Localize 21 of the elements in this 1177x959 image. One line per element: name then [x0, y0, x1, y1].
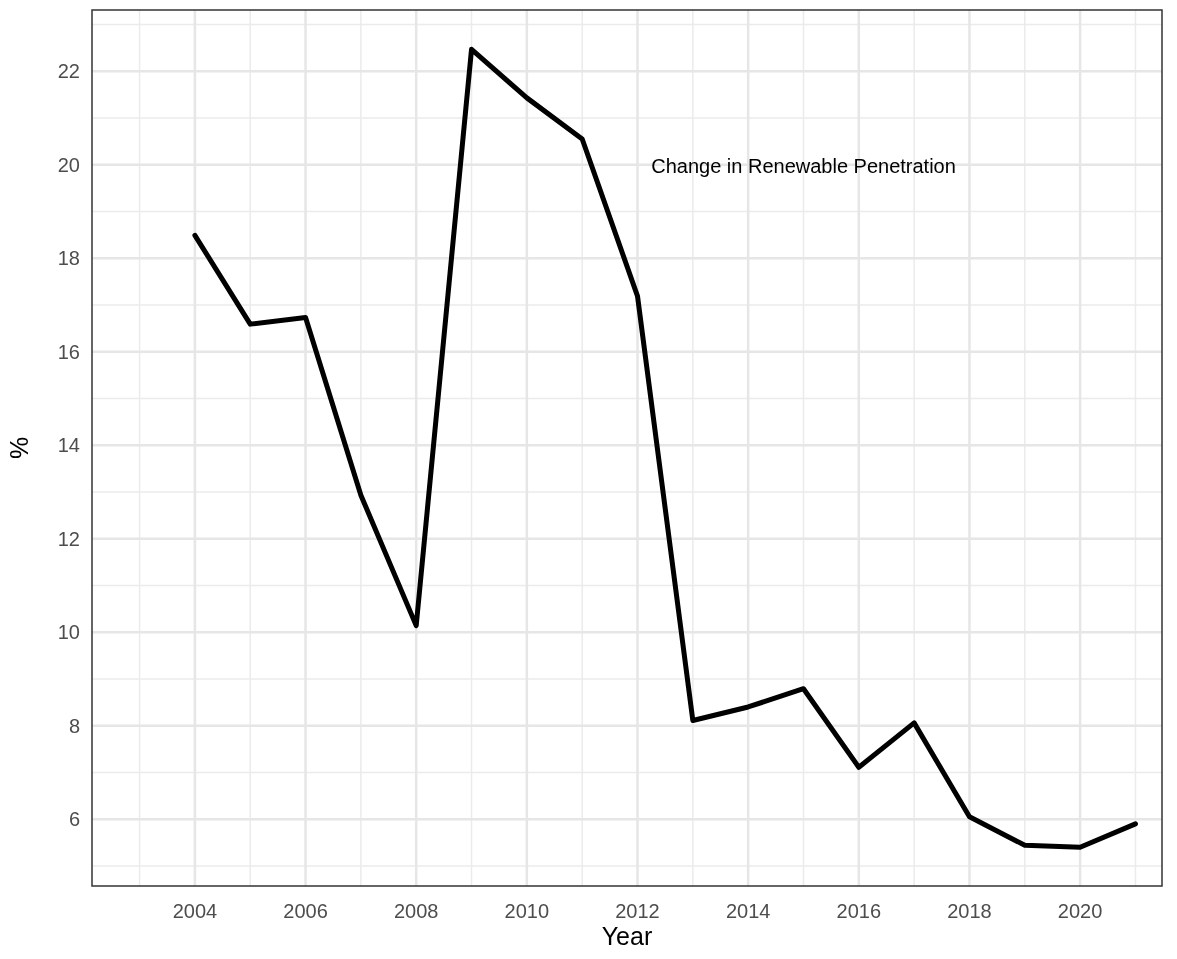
- x-tick-label: 2006: [283, 900, 328, 922]
- x-tick-label: 2018: [947, 900, 992, 922]
- y-tick-label: 18: [57, 247, 80, 270]
- x-tick-label: 2010: [504, 900, 550, 922]
- y-tick-label: 16: [57, 340, 80, 363]
- annotation: Change in Renewable Penetration: [651, 155, 956, 177]
- y-tick-label: 20: [57, 153, 80, 176]
- y-tick-label: 14: [57, 434, 80, 457]
- y-tick-label: 10: [57, 621, 80, 644]
- x-tick-label: 2020: [1057, 900, 1103, 922]
- x-tick-label: 2012: [615, 900, 660, 922]
- y-tick-label: 8: [68, 714, 80, 737]
- x-tick-label: 2016: [836, 900, 882, 922]
- x-tick-label: 2008: [393, 900, 439, 922]
- x-tick-label: 2004: [172, 900, 218, 922]
- y-tick-label: 6: [68, 808, 80, 831]
- x-tick-label: 2014: [725, 900, 771, 922]
- x-axis-title: Year: [601, 922, 653, 950]
- y-tick-label: 22: [57, 60, 80, 83]
- y-tick-label: 12: [57, 527, 80, 550]
- y-axis-title: %: [5, 436, 33, 460]
